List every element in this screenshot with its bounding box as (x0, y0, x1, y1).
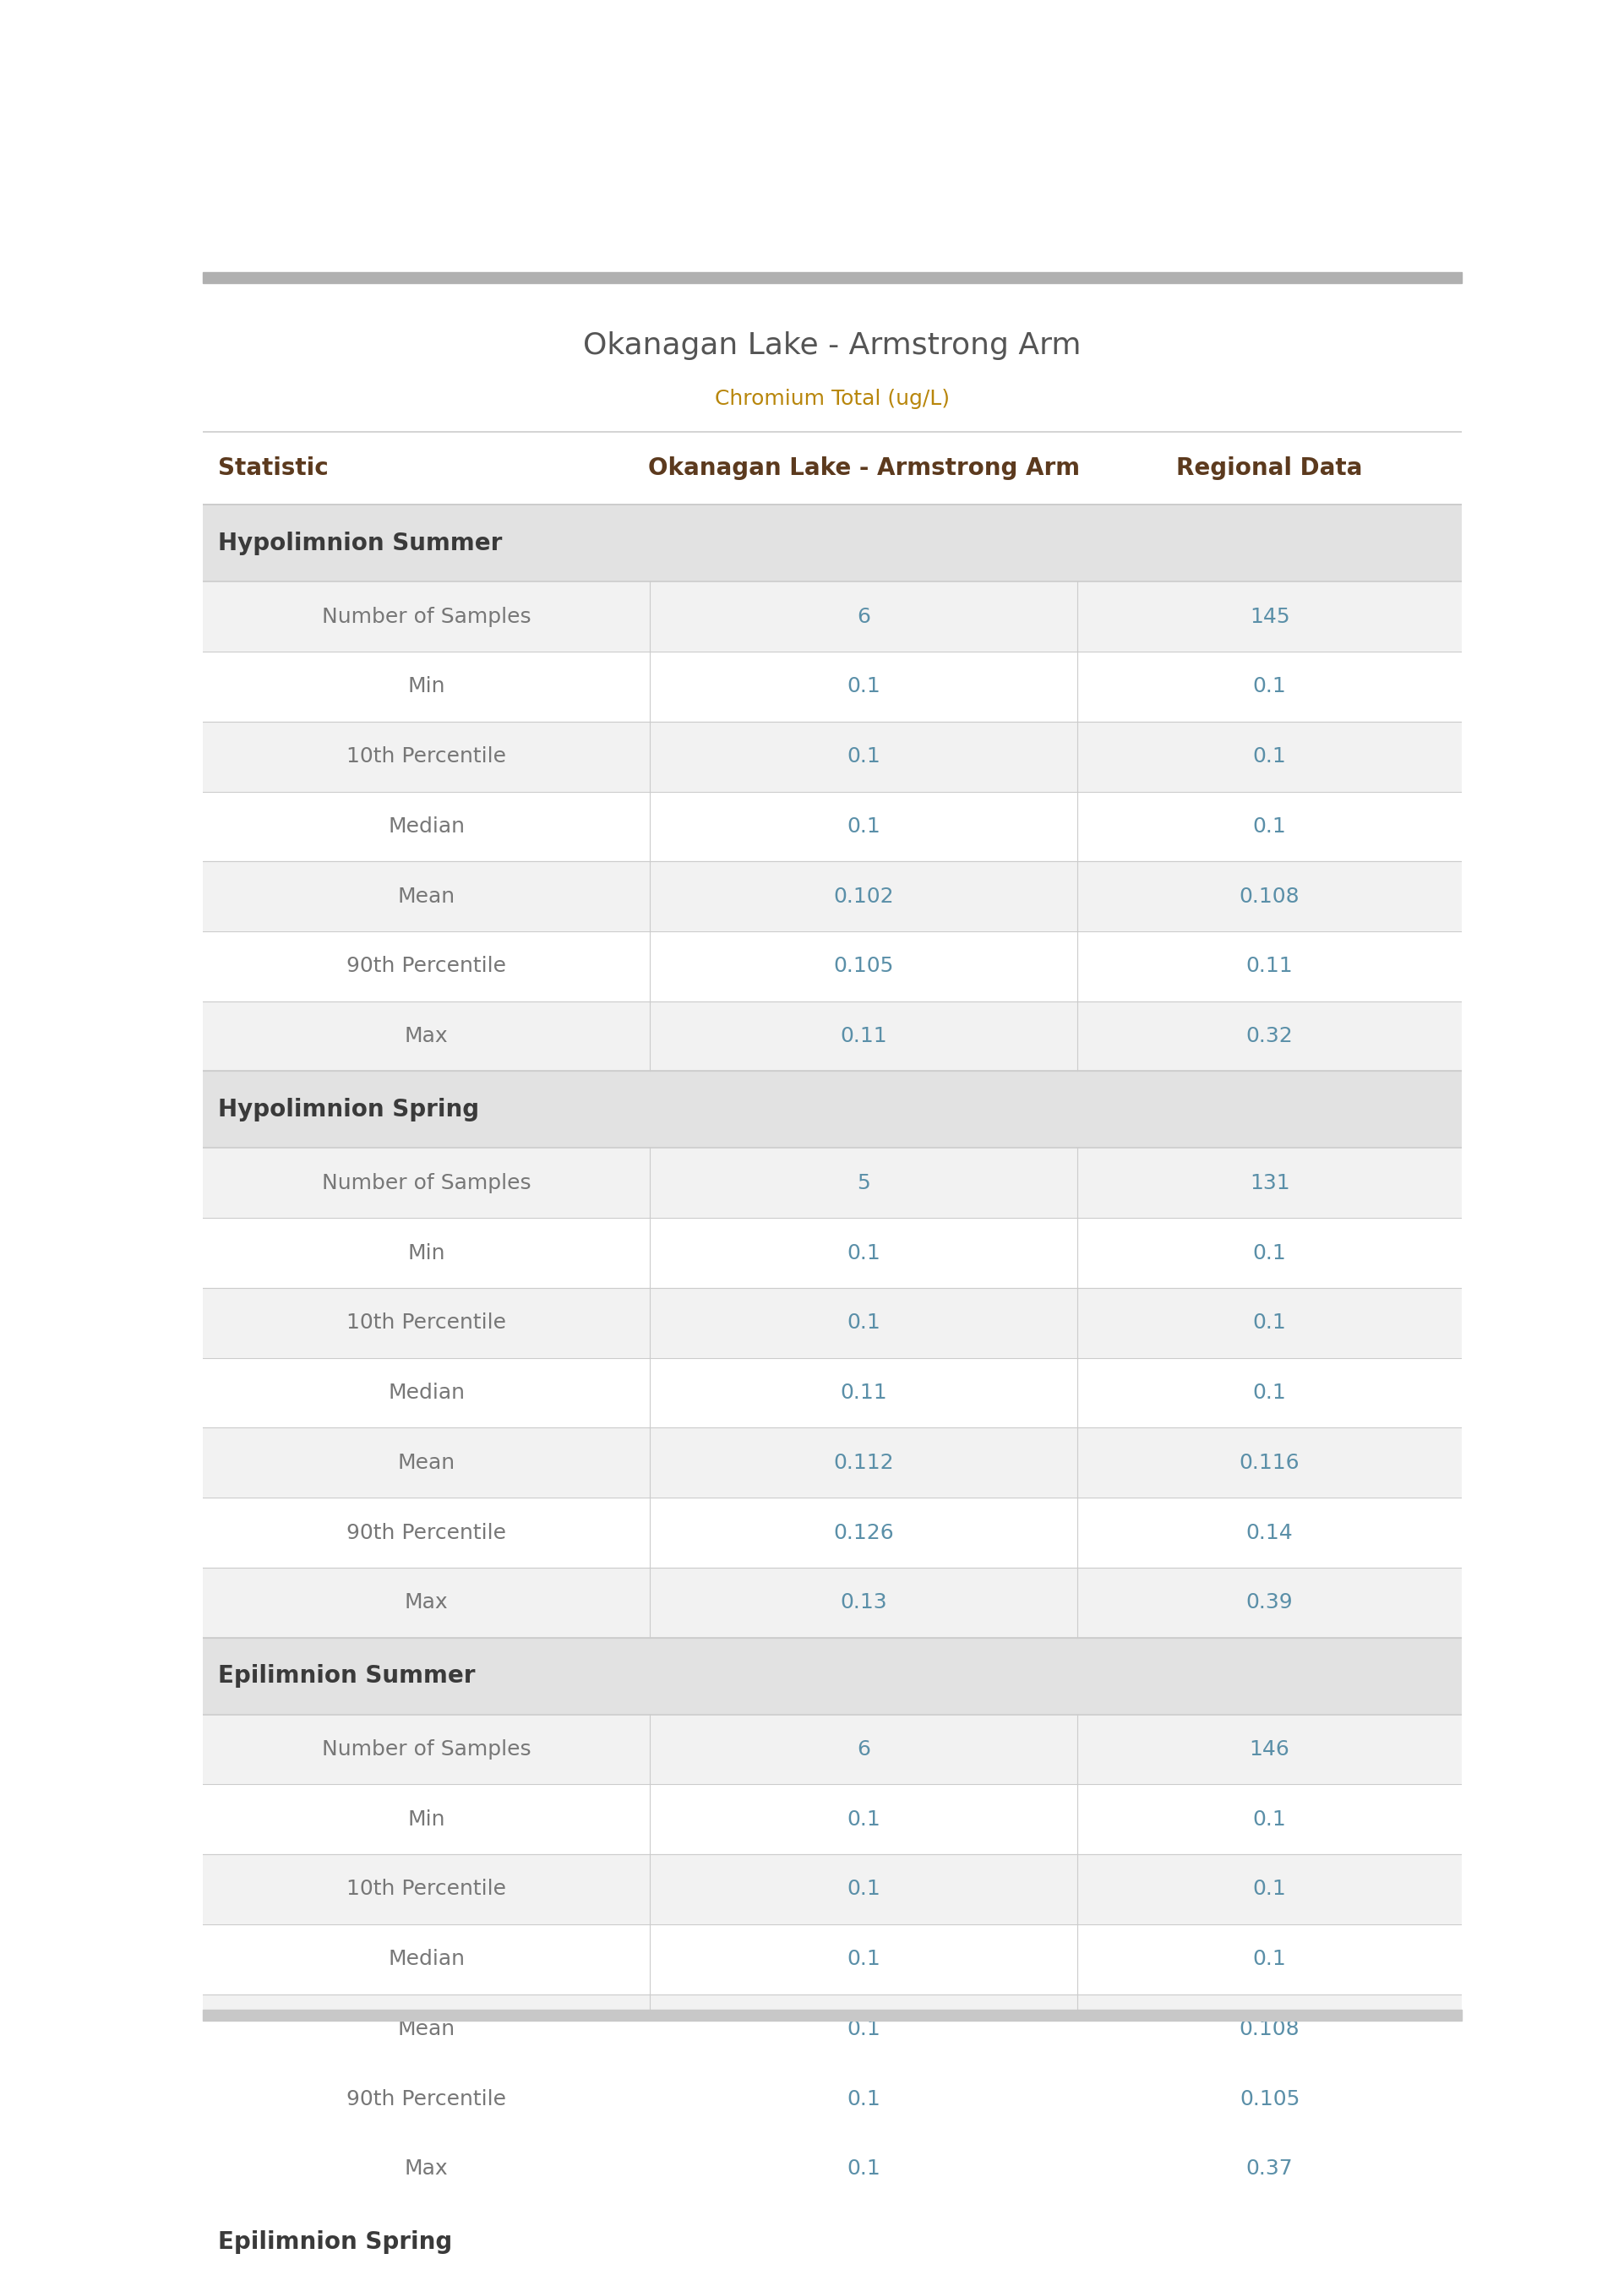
Bar (203, 1071, 1462, 1149)
Text: 0.116: 0.116 (1239, 1453, 1299, 1473)
Bar (203, 860, 1462, 931)
Text: 0.1: 0.1 (1252, 747, 1286, 767)
Bar (203, 1714, 1462, 1784)
Text: 0.105: 0.105 (1239, 2088, 1299, 2109)
Text: Number of Samples: Number of Samples (322, 1174, 531, 1194)
Text: 0.1: 0.1 (1252, 1244, 1286, 1262)
Bar (203, 272, 1462, 284)
Text: 0.1: 0.1 (848, 747, 880, 767)
Bar (203, 722, 1462, 792)
Text: 0.1: 0.1 (848, 2159, 880, 2179)
Text: 0.37: 0.37 (1246, 2159, 1293, 2179)
Text: Statistic: Statistic (218, 456, 328, 479)
Text: 90th Percentile: 90th Percentile (346, 2088, 507, 2109)
Bar (203, 1001, 1462, 1071)
Text: Epilimnion Summer: Epilimnion Summer (218, 1664, 476, 1689)
Text: 0.1: 0.1 (848, 2088, 880, 2109)
Text: 0.1: 0.1 (848, 676, 880, 697)
Text: 0.1: 0.1 (848, 1880, 880, 1900)
Bar (203, 1637, 1462, 1714)
Text: 0.1: 0.1 (848, 1809, 880, 1830)
Bar (203, 1569, 1462, 1637)
Text: 0.1: 0.1 (1252, 676, 1286, 697)
Text: 0.14: 0.14 (1246, 1523, 1293, 1544)
Bar (203, 931, 1462, 1001)
Text: 0.1: 0.1 (1252, 1312, 1286, 1332)
Text: 0.108: 0.108 (1239, 885, 1299, 906)
Text: 0.1: 0.1 (848, 1312, 880, 1332)
Bar (203, 1993, 1462, 2063)
Text: 131: 131 (1249, 1174, 1289, 1194)
Bar (203, 1287, 1462, 1357)
Bar (203, 1219, 1462, 1287)
Text: 0.32: 0.32 (1246, 1026, 1293, 1046)
Text: 0.11: 0.11 (840, 1026, 887, 1046)
Bar (203, 2063, 1462, 2134)
Text: 0.1: 0.1 (848, 2018, 880, 2038)
Text: Chromium Total (ug/L): Chromium Total (ug/L) (715, 388, 950, 409)
Bar (203, 1149, 1462, 1219)
Text: Max: Max (404, 1594, 448, 1612)
Text: Min: Min (408, 676, 445, 697)
Text: 10th Percentile: 10th Percentile (346, 1312, 507, 1332)
Text: 0.1: 0.1 (1252, 1809, 1286, 1830)
Text: 0.1: 0.1 (848, 1950, 880, 1970)
Text: Hypolimnion Spring: Hypolimnion Spring (218, 1099, 479, 1121)
Text: 10th Percentile: 10th Percentile (346, 747, 507, 767)
Text: 0.1: 0.1 (1252, 1950, 1286, 1970)
Bar (203, 792, 1462, 860)
Bar (203, 581, 1462, 651)
Bar (203, 2009, 1462, 2020)
Text: Regional Data: Regional Data (1176, 456, 1363, 479)
Text: Okanagan Lake - Armstrong Arm: Okanagan Lake - Armstrong Arm (648, 456, 1080, 479)
Text: 145: 145 (1249, 606, 1289, 627)
Text: Max: Max (404, 1026, 448, 1046)
Text: 0.39: 0.39 (1246, 1594, 1293, 1612)
Text: 0.102: 0.102 (833, 885, 895, 906)
Text: Median: Median (388, 1950, 464, 1970)
Text: Epilimnion Spring: Epilimnion Spring (218, 2231, 453, 2254)
Text: Mean: Mean (398, 2018, 455, 2038)
Text: 0.11: 0.11 (1246, 956, 1293, 976)
Text: Okanagan Lake - Armstrong Arm: Okanagan Lake - Armstrong Arm (583, 331, 1082, 359)
Text: 0.108: 0.108 (1239, 2018, 1299, 2038)
Text: 0.1: 0.1 (1252, 817, 1286, 838)
Bar (203, 1925, 1462, 1993)
Text: Mean: Mean (398, 1453, 455, 1473)
Text: Mean: Mean (398, 885, 455, 906)
Text: 0.11: 0.11 (840, 1382, 887, 1403)
Text: 10th Percentile: 10th Percentile (346, 1880, 507, 1900)
Text: 0.112: 0.112 (833, 1453, 895, 1473)
Text: 6: 6 (857, 606, 870, 627)
Text: Hypolimnion Summer: Hypolimnion Summer (218, 531, 502, 556)
Text: 0.1: 0.1 (848, 1244, 880, 1262)
Text: Max: Max (404, 2159, 448, 2179)
Text: 90th Percentile: 90th Percentile (346, 956, 507, 976)
Text: 5: 5 (857, 1174, 870, 1194)
Bar (203, 2134, 1462, 2204)
Text: 0.1: 0.1 (1252, 1382, 1286, 1403)
Bar (203, 1428, 1462, 1498)
Text: 0.126: 0.126 (833, 1523, 895, 1544)
Text: Number of Samples: Number of Samples (322, 1739, 531, 1759)
Text: 90th Percentile: 90th Percentile (346, 1523, 507, 1544)
Text: 0.105: 0.105 (833, 956, 893, 976)
Text: Median: Median (388, 817, 464, 838)
Bar (203, 504, 1462, 581)
Text: 0.13: 0.13 (840, 1594, 887, 1612)
Text: 0.1: 0.1 (848, 817, 880, 838)
Text: Min: Min (408, 1809, 445, 1830)
Bar (203, 1784, 1462, 1855)
Text: Number of Samples: Number of Samples (322, 606, 531, 627)
Bar (203, 1357, 1462, 1428)
Text: 6: 6 (857, 1739, 870, 1759)
Bar (203, 651, 1462, 722)
Bar (203, 2204, 1462, 2270)
Text: 0.1: 0.1 (1252, 1880, 1286, 1900)
Text: Median: Median (388, 1382, 464, 1403)
Text: 146: 146 (1249, 1739, 1289, 1759)
Bar (203, 1855, 1462, 1925)
Text: Min: Min (408, 1244, 445, 1262)
Bar (203, 1498, 1462, 1569)
